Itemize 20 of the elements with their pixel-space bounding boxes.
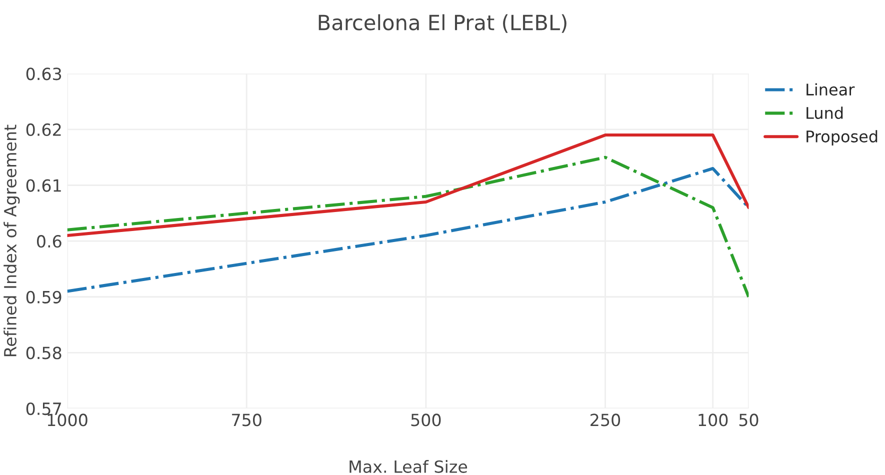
y-tick-label: 0.59 <box>26 290 62 304</box>
legend-label: Lund <box>806 106 843 120</box>
chart-title: Barcelona El Prat (LEBL) <box>318 14 566 33</box>
line-series <box>67 133 749 238</box>
x-tick-label: 500 <box>411 414 441 426</box>
legend-label: Proposed <box>806 130 878 146</box>
y-tick-label: 0.57 <box>26 402 61 416</box>
x-tick-label: 50 <box>739 414 758 426</box>
x-tick-label: 1000 <box>48 414 88 426</box>
y-tick-label: 0.58 <box>26 346 62 360</box>
x-tick-label: 100 <box>698 414 728 426</box>
x-tick-label: 250 <box>590 414 620 426</box>
legend-label: Linear <box>806 83 855 96</box>
x-tick-label: 750 <box>232 414 262 426</box>
y-tick-label: 0.62 <box>26 123 61 136</box>
y-tick-label: 0.6 <box>36 235 62 248</box>
x-axis-title: Max. Leaf Size <box>350 460 468 473</box>
y-tick-label: 0.61 <box>26 179 61 192</box>
y-axis-title: Refined Index of Agreement <box>4 124 20 356</box>
y-tick-label: 0.63 <box>26 68 62 80</box>
